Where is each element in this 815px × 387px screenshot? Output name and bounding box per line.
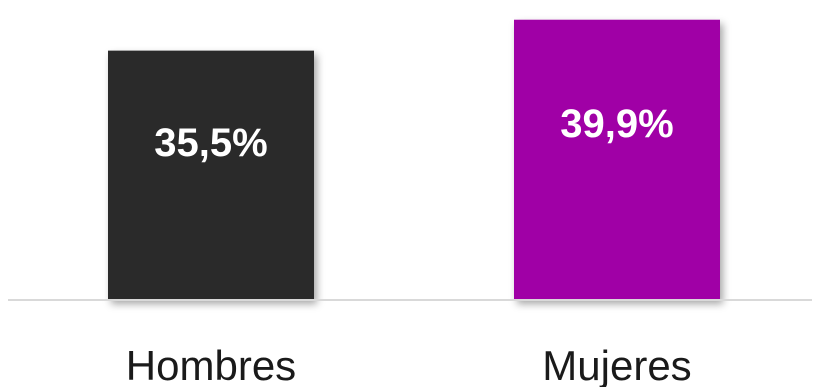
data-label-mujeres: 39,9%: [560, 102, 673, 146]
labels-layer: 35,5% Hombres 39,9% Mujeres: [126, 102, 692, 387]
bars-layer: [108, 19, 720, 300]
category-label-hombres: Hombres: [126, 342, 296, 387]
bar-hombres: [108, 50, 314, 300]
data-label-hombres: 35,5%: [154, 121, 267, 165]
category-label-mujeres: Mujeres: [542, 342, 691, 387]
bar-mujeres: [514, 19, 720, 300]
